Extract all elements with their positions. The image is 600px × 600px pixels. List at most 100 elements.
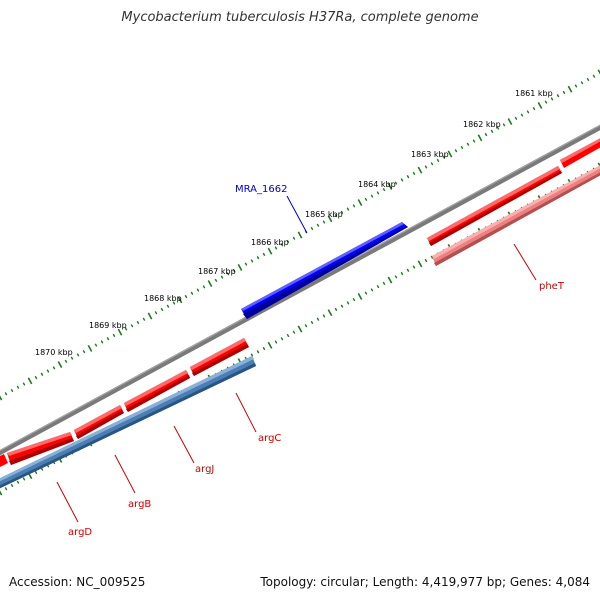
scale-tick bbox=[94, 343, 98, 347]
gene-label-argc[interactable]: argC bbox=[258, 433, 281, 444]
scale-tick bbox=[177, 296, 183, 304]
scale-tick bbox=[334, 307, 338, 312]
scale-tick bbox=[477, 134, 483, 142]
scale-tick bbox=[412, 265, 416, 269]
scale-label-1865: 1865 kbp bbox=[305, 210, 343, 219]
gene-left-edge-block[interactable] bbox=[0, 454, 8, 472]
scale-tick bbox=[562, 90, 566, 95]
scale-tick bbox=[454, 149, 458, 153]
scale-tick bbox=[316, 223, 320, 227]
scale-tick bbox=[417, 260, 423, 268]
scale-tick bbox=[316, 317, 320, 321]
scale-tick bbox=[442, 155, 446, 159]
scale-tick bbox=[190, 291, 194, 295]
scale-tick bbox=[370, 194, 374, 198]
scale-tick bbox=[544, 100, 548, 104]
scale-tick bbox=[286, 239, 290, 244]
scale-tick bbox=[267, 341, 273, 349]
scale-tick bbox=[130, 324, 134, 328]
scale-tick bbox=[352, 298, 356, 302]
scale-tick bbox=[507, 118, 513, 126]
scale-tick bbox=[340, 210, 344, 214]
scale-tick bbox=[10, 483, 14, 488]
gene-label-argd[interactable]: argD bbox=[68, 527, 92, 538]
gene-phet-block[interactable] bbox=[432, 160, 600, 266]
scale-tick bbox=[387, 182, 393, 190]
gene-argb-block[interactable] bbox=[74, 405, 124, 439]
leader-phet bbox=[513, 243, 537, 281]
scale-tick bbox=[346, 301, 350, 305]
scale-tick bbox=[202, 285, 206, 289]
leader-mra-1662 bbox=[286, 195, 308, 234]
scale-tick bbox=[357, 292, 363, 300]
scale-label-1870: 1870 kbp bbox=[35, 348, 73, 357]
scale-tick bbox=[550, 97, 554, 101]
scale-tick bbox=[274, 340, 278, 344]
scale-label-1867: 1867 kbp bbox=[198, 267, 236, 276]
scale-tick bbox=[394, 275, 398, 279]
gene-argc-block[interactable] bbox=[190, 338, 249, 376]
scale-tick bbox=[0, 395, 3, 401]
scale-tick bbox=[124, 327, 128, 331]
scale-tick bbox=[256, 350, 260, 354]
scale-tick bbox=[460, 145, 464, 150]
scale-tick bbox=[22, 382, 26, 386]
scale-tick bbox=[376, 191, 380, 195]
scale-tick bbox=[70, 356, 74, 360]
scale-tick bbox=[526, 110, 530, 114]
scale-tick bbox=[297, 325, 303, 333]
scale-tick bbox=[400, 271, 404, 276]
scale-tick bbox=[87, 344, 93, 352]
scale-tick bbox=[537, 101, 543, 109]
scale-tick bbox=[237, 263, 243, 271]
leader-argd bbox=[56, 481, 79, 523]
scale-tick bbox=[424, 258, 428, 263]
scale-tick bbox=[136, 320, 140, 325]
scale-tick bbox=[232, 268, 236, 273]
scale-tick bbox=[484, 132, 488, 137]
scale-tick bbox=[346, 207, 350, 211]
scale-tick bbox=[394, 181, 398, 185]
scale-tick bbox=[112, 333, 116, 338]
scale-tick bbox=[370, 288, 374, 292]
scale-tick bbox=[34, 375, 38, 380]
leader-argj bbox=[173, 425, 195, 464]
scale-tick bbox=[334, 213, 338, 218]
scale-tick bbox=[586, 77, 590, 82]
scale-tick bbox=[220, 275, 224, 279]
scale-tick bbox=[297, 231, 303, 239]
gene-label-argb[interactable]: argB bbox=[128, 499, 151, 510]
scale-tick bbox=[532, 106, 536, 111]
scale-label-1862: 1862 kbp bbox=[463, 120, 501, 129]
gene-label-argj[interactable]: argJ bbox=[195, 464, 214, 475]
scale-tick bbox=[106, 337, 110, 341]
gene-mra-1662-block[interactable] bbox=[241, 222, 408, 319]
leader-argb bbox=[114, 454, 136, 494]
gene-argj-block[interactable] bbox=[124, 370, 190, 412]
scale-tick bbox=[184, 294, 188, 299]
scale-tick bbox=[430, 162, 434, 166]
scale-tick bbox=[597, 162, 600, 168]
reverse-strand-gene-band[interactable] bbox=[0, 356, 256, 493]
gene-phet-neighbor-block[interactable] bbox=[427, 166, 562, 246]
scale-tick bbox=[567, 85, 573, 93]
scale-tick bbox=[304, 324, 308, 328]
gene-label-mra-1662[interactable]: MRA_1662 bbox=[235, 184, 287, 195]
gene-label-phet[interactable]: pheT bbox=[539, 281, 565, 292]
scale-tick bbox=[447, 150, 453, 158]
scale-tick bbox=[472, 139, 476, 143]
scale-tick bbox=[226, 272, 230, 276]
scale-tick bbox=[82, 349, 86, 354]
scale-tick bbox=[0, 490, 3, 496]
scale-tick bbox=[352, 204, 356, 208]
scale-tick bbox=[4, 392, 8, 396]
scale-tick bbox=[357, 199, 363, 207]
scale-tick bbox=[280, 243, 284, 247]
scale-tick bbox=[280, 337, 284, 341]
gene-upper-right-block[interactable] bbox=[560, 133, 600, 168]
scale-tick bbox=[400, 178, 404, 182]
scale-tick bbox=[597, 69, 600, 75]
scale-tick bbox=[340, 304, 344, 308]
gene-argd-block[interactable] bbox=[7, 432, 74, 465]
